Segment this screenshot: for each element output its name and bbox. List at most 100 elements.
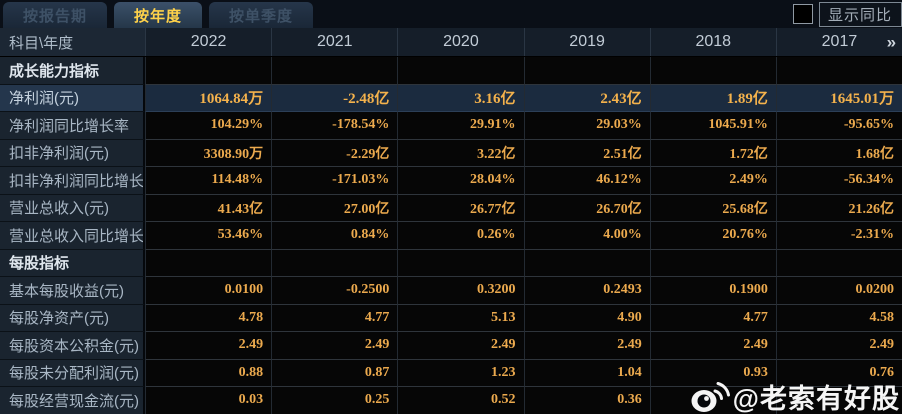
value-cell: 2.43亿 <box>523 84 650 112</box>
value-cell: 4.77 <box>271 304 398 332</box>
table-header-row: 科目\年度 2022 2021 2020 2019 2018 2017 » <box>0 28 902 57</box>
value-cell: -56.34% <box>775 167 902 195</box>
value-cell <box>145 57 272 85</box>
year-header: 2021 <box>271 28 397 56</box>
value-cell: 25.68亿 <box>649 194 776 222</box>
value-cell: -2.48亿 <box>271 84 398 112</box>
table-row[interactable]: 扣非净利润(元) 3308.90万 -2.29亿 3.22亿 2.51亿 1.72亿 1.6… <box>0 139 902 167</box>
value-cell: -0.2500 <box>271 277 398 305</box>
table-row[interactable]: 营业总收入同比增长率 53.46% 0.84% 0.26% 4.00% 20.76% -2.… <box>0 222 902 250</box>
value-cell: 0.36 <box>523 387 650 414</box>
value-cell: 2.51亿 <box>523 139 650 167</box>
value-cell <box>271 249 398 277</box>
table-row[interactable]: 成长能力指标 <box>0 57 902 85</box>
value-cell: 104.29% <box>145 112 272 140</box>
tab-annual[interactable]: 按年度 <box>114 2 203 28</box>
table-body: 成长能力指标 净利润(元) 1064.84万 -2.48亿 3.16亿 2.43亿 1.89… <box>0 57 902 414</box>
value-cell: 20.76% <box>649 222 776 250</box>
value-cell: 0.25 <box>271 387 398 414</box>
value-cell <box>775 57 902 85</box>
value-cell: 26.70亿 <box>523 194 650 222</box>
value-cell: 0.0100 <box>145 277 272 305</box>
table-row[interactable]: 每股指标 <box>0 249 902 277</box>
tab-report-period[interactable]: 按报告期 <box>3 2 108 28</box>
row-label: 营业总收入(元) <box>0 194 145 222</box>
value-cell: 1.89亿 <box>649 84 776 112</box>
value-cell: 27.00亿 <box>271 194 398 222</box>
value-cell: -171.03% <box>271 167 398 195</box>
row-label: 每股净资产(元) <box>0 304 145 332</box>
value-cell <box>523 57 650 85</box>
value-cell: 21.26亿 <box>775 194 902 222</box>
value-cell: 0.93 <box>649 359 776 387</box>
year-header: 2018 <box>649 28 776 56</box>
value-cell: -2.29亿 <box>271 139 398 167</box>
value-cell: 0.3200 <box>397 277 524 305</box>
row-label: 每股经营现金流(元) <box>0 387 145 414</box>
value-cell: 1064.84万 <box>145 84 272 112</box>
year-header: 2022 <box>145 28 271 56</box>
value-cell: 0.26% <box>397 222 524 250</box>
period-tab-bar: 按报告期 按年度 按单季度 显示同比 <box>0 0 902 28</box>
value-cell: 0.52 <box>397 387 524 414</box>
value-cell <box>649 57 776 85</box>
row-label: 净利润(元) <box>0 84 145 112</box>
value-cell: 0.76 <box>775 359 902 387</box>
row-label: 扣非净利润(元) <box>0 139 145 167</box>
show-yoy-button[interactable]: 显示同比 <box>818 1 902 27</box>
value-cell <box>649 249 776 277</box>
tab-single-quarter[interactable]: 按单季度 <box>209 2 314 28</box>
yoy-controls: 显示同比 <box>792 0 902 28</box>
value-cell: 2.49 <box>271 332 398 360</box>
value-cell <box>775 249 902 277</box>
table-row[interactable]: 营业总收入(元) 41.43亿 27.00亿 26.77亿 26.70亿 25.68亿 21… <box>0 194 902 222</box>
table-row[interactable]: 净利润同比增长率 104.29% -178.54% 29.91% 29.03% 1045.… <box>0 112 902 140</box>
table-row[interactable]: 净利润(元) 1064.84万 -2.48亿 3.16亿 2.43亿 1.89亿 1645.… <box>0 84 902 112</box>
value-cell: 2.49 <box>145 332 272 360</box>
value-cell: 4.90 <box>523 304 650 332</box>
value-cell: 46.12% <box>523 167 650 195</box>
table-row[interactable]: 每股资本公积金(元) 2.49 2.49 2.49 2.49 2.49 2.49 <box>0 332 902 360</box>
table-row[interactable]: 每股未分配利润(元) 0.88 0.87 1.23 1.04 0.93 0.76 <box>0 359 902 387</box>
value-cell: 1.68亿 <box>775 139 902 167</box>
value-cell: 1.72亿 <box>649 139 776 167</box>
row-label: 每股未分配利润(元) <box>0 359 145 387</box>
value-cell: -2.31% <box>775 222 902 250</box>
value-cell: 1.23 <box>397 359 524 387</box>
value-cell: -95.65% <box>775 112 902 140</box>
year-header: 2019 <box>523 28 650 56</box>
value-cell: 1.04 <box>523 359 650 387</box>
value-cell <box>397 249 524 277</box>
year-header: 2020 <box>397 28 523 56</box>
value-cell: 4.58 <box>775 304 902 332</box>
value-cell: 2.49 <box>523 332 650 360</box>
table-row[interactable]: 扣非净利润同比增长率 114.48% -171.03% 28.04% 46.12% 2.4… <box>0 167 902 195</box>
value-cell: 29.91% <box>397 112 524 140</box>
value-cell: 26.77亿 <box>397 194 524 222</box>
show-yoy-checkbox[interactable] <box>792 4 813 24</box>
row-label: 营业总收入同比增长率 <box>0 222 145 250</box>
value-cell <box>397 57 524 85</box>
value-cell: 53.46% <box>145 222 272 250</box>
value-cell: 0.87 <box>271 359 398 387</box>
row-label: 基本每股收益(元) <box>0 277 145 305</box>
table-row[interactable]: 每股净资产(元) 4.78 4.77 5.13 4.90 4.77 4.58 <box>0 304 902 332</box>
value-cell: 4.78 <box>145 304 272 332</box>
value-cell: 2.49 <box>775 332 902 360</box>
value-cell: 0.88 <box>145 359 272 387</box>
value-cell: 4.00% <box>523 222 650 250</box>
value-cell: 2.49% <box>649 167 776 195</box>
value-cell: 29.03% <box>523 112 650 140</box>
value-cell: -178.54% <box>271 112 398 140</box>
table-row[interactable]: 基本每股收益(元) 0.0100 -0.2500 0.3200 0.2493 0.1900… <box>0 277 902 305</box>
value-cell <box>523 249 650 277</box>
more-years-icon[interactable]: » <box>886 32 897 52</box>
value-cell <box>775 387 902 414</box>
row-label: 每股资本公积金(元) <box>0 332 145 360</box>
value-cell: 2.49 <box>397 332 524 360</box>
corner-header: 科目\年度 <box>0 28 145 56</box>
value-cell <box>649 387 776 414</box>
table-row[interactable]: 每股经营现金流(元) 0.03 0.25 0.52 0.36 <box>0 387 902 414</box>
value-cell: 0.03 <box>145 387 272 414</box>
